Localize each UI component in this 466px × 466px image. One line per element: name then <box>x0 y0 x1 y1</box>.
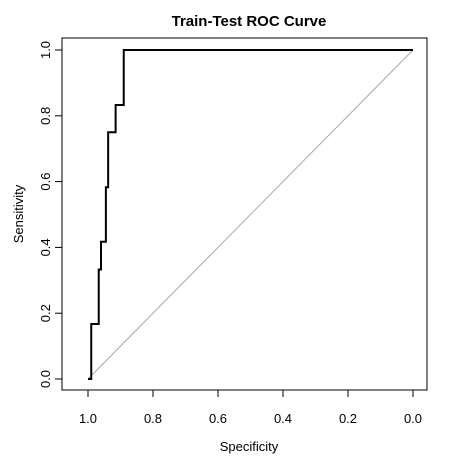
x-tick-label: 0.0 <box>404 411 422 426</box>
x-tick-label: 0.4 <box>274 411 292 426</box>
x-tick-label: 0.2 <box>339 411 357 426</box>
plot-frame <box>61 37 428 391</box>
x-tick-label: 1.0 <box>79 411 97 426</box>
roc-curve-line <box>88 49 413 380</box>
x-tick-label: 0.8 <box>144 411 162 426</box>
reference-diagonal-line <box>87 49 414 380</box>
y-tick-label: 0.4 <box>38 238 53 256</box>
y-tick-label: 0.6 <box>38 173 53 191</box>
y-tick-label: 1.0 <box>38 41 53 59</box>
y-tick-label: 0.0 <box>38 370 53 388</box>
y-axis: 0.0 0.2 0.4 0.6 0.8 1.0 <box>38 41 62 388</box>
x-axis: 1.0 0.8 0.6 0.4 0.2 0.0 <box>79 390 422 426</box>
y-axis-label: Sensitivity <box>11 184 26 243</box>
x-axis-label: Specificity <box>220 439 279 454</box>
y-tick-label: 0.8 <box>38 107 53 125</box>
y-tick-label: 0.2 <box>38 304 53 322</box>
chart-title: Train-Test ROC Curve <box>172 13 327 30</box>
x-tick-label: 0.6 <box>209 411 227 426</box>
